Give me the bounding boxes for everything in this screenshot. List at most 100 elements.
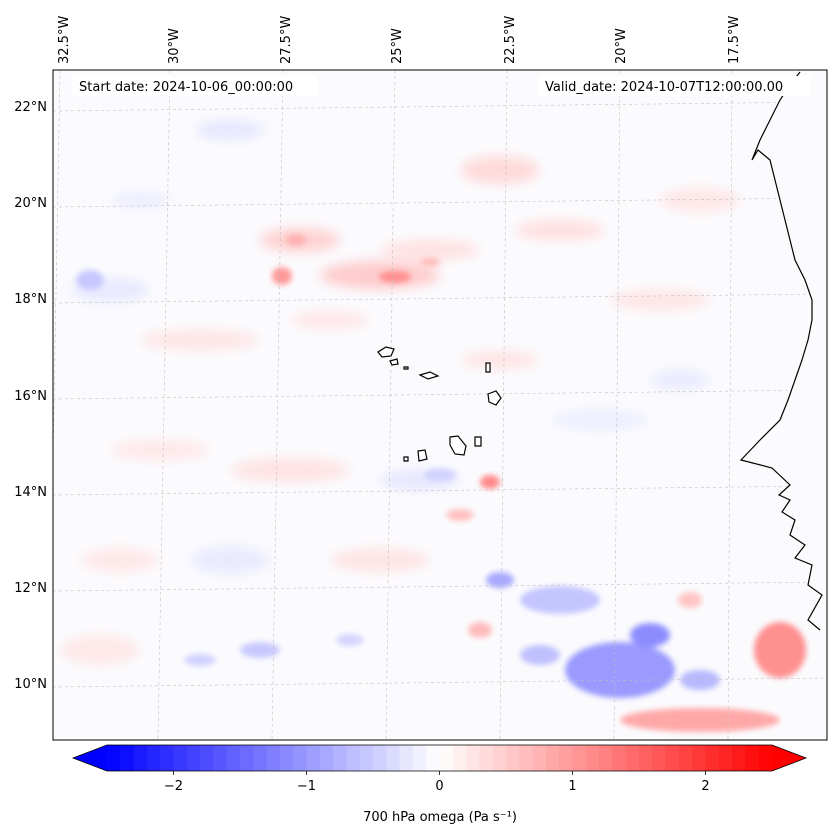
colorbar-segment	[186, 745, 201, 771]
colorbar-segment	[333, 745, 347, 771]
colorbar-segment	[133, 745, 148, 771]
lon-label: 25°W	[390, 28, 405, 64]
island	[403, 456, 409, 462]
colorbar-segment	[532, 745, 547, 771]
lat-label: 20°N	[14, 196, 47, 211]
colorbar-segment	[213, 745, 228, 771]
map-background	[53, 70, 827, 740]
start-date-label: Start date: 2024-10-06_00:00:00	[79, 80, 293, 95]
colorbar-extend-max	[772, 745, 806, 771]
lat-label: 16°N	[14, 389, 47, 404]
colorbar-segment	[279, 745, 294, 771]
colorbar-segment	[692, 745, 706, 771]
colorbar-segment	[519, 745, 534, 771]
colorbar-segment	[452, 745, 467, 771]
island	[474, 436, 482, 447]
colorbar-tick-label: −1	[297, 779, 316, 794]
graticule	[53, 70, 827, 740]
colorbar-segment	[585, 745, 600, 771]
colorbar-segment	[718, 745, 733, 771]
island	[377, 346, 395, 358]
valid-date-box	[538, 76, 810, 96]
colorbar-tick-label: −2	[164, 779, 183, 794]
colorbar-segment	[652, 745, 667, 771]
island	[449, 435, 467, 456]
colorbar-segment	[625, 745, 640, 771]
lon-label: 27.5°W	[279, 16, 294, 64]
colorbar-segment	[146, 745, 161, 771]
latitude-labels: 22°N 20°N 18°N 16°N 14°N 12°N 10°N	[14, 100, 47, 692]
colorbar-segment	[240, 745, 254, 771]
cape-verde-islands	[377, 346, 502, 462]
lat-label: 18°N	[14, 292, 47, 307]
lon-label: 20°W	[614, 28, 629, 64]
colorbar-segment	[639, 745, 653, 771]
colorbar-segment	[412, 745, 427, 771]
map-frame	[52, 69, 828, 741]
island	[417, 449, 428, 462]
island	[487, 390, 502, 406]
colorbar-segment	[306, 745, 321, 771]
lat-label: 12°N	[14, 581, 47, 596]
colorbar-segment	[120, 745, 135, 771]
colorbar-segment	[599, 745, 613, 771]
colorbar-tick-label: 1	[568, 779, 576, 794]
colorbar-tick-label: 0	[435, 779, 443, 794]
omega-field	[60, 120, 806, 732]
island	[389, 358, 399, 366]
colorbar-segment	[386, 745, 401, 771]
colorbar-segment	[426, 745, 440, 771]
colorbar-segment	[293, 745, 307, 771]
colorbar-segment	[758, 745, 773, 771]
colorbar-segment	[319, 745, 334, 771]
colorbar-segment	[399, 745, 414, 771]
lat-label: 14°N	[14, 485, 47, 500]
colorbar-segment	[665, 745, 680, 771]
colorbar-segment	[107, 745, 121, 771]
colorbar-segment	[572, 745, 587, 771]
colorbar-ticks: −2 −1 0 1 2	[164, 771, 710, 794]
colorbar-segment	[439, 745, 454, 771]
longitude-labels: 32.5°W 30°W 27.5°W 25°W 22.5°W 20°W 17.5…	[57, 16, 742, 64]
start-date-box	[72, 76, 317, 96]
map-panel: Start date: 2024-10-06_00:00:00 Valid_da…	[14, 16, 828, 741]
colorbar-segment	[492, 745, 507, 771]
colorbar-segment	[266, 745, 281, 771]
colorbar-segment	[346, 745, 361, 771]
island	[403, 366, 409, 370]
colorbar-segment	[226, 745, 241, 771]
colorbar-tick-label: 2	[701, 779, 709, 794]
island	[418, 371, 440, 380]
colorbar-segment	[559, 745, 573, 771]
colorbar-segment	[173, 745, 188, 771]
colorbar-segment	[732, 745, 746, 771]
colorbar-segment	[479, 745, 494, 771]
colorbar-segment	[373, 745, 387, 771]
african-coastline	[739, 70, 827, 740]
colorbar-segment	[678, 745, 693, 771]
colorbar-segments	[107, 745, 773, 771]
colorbar-segment	[359, 745, 374, 771]
lon-label: 32.5°W	[57, 16, 72, 64]
lon-label: 30°W	[167, 28, 182, 64]
lon-label: 17.5°W	[727, 16, 742, 64]
colorbar-segment	[253, 745, 268, 771]
lon-label: 22.5°W	[503, 16, 518, 64]
colorbar-segment	[705, 745, 720, 771]
colorbar-extend-min	[73, 745, 107, 771]
colorbar-label: 700 hPa omega (Pa s⁻¹)	[363, 810, 517, 825]
lat-label: 22°N	[14, 100, 47, 115]
colorbar-outline	[71, 744, 808, 772]
colorbar-segment	[160, 745, 174, 771]
colorbar: −2 −1 0 1 2 700 hPa omega (Pa s⁻¹)	[71, 744, 808, 825]
colorbar-segment	[545, 745, 560, 771]
island	[485, 362, 491, 373]
colorbar-segment	[200, 745, 214, 771]
colorbar-segment	[466, 745, 480, 771]
colorbar-segment	[506, 745, 520, 771]
valid-date-label: Valid_date: 2024-10-07T12:00:00.00	[545, 80, 783, 95]
colorbar-segment	[745, 745, 760, 771]
colorbar-segment	[612, 745, 627, 771]
lat-label: 10°N	[14, 677, 47, 692]
